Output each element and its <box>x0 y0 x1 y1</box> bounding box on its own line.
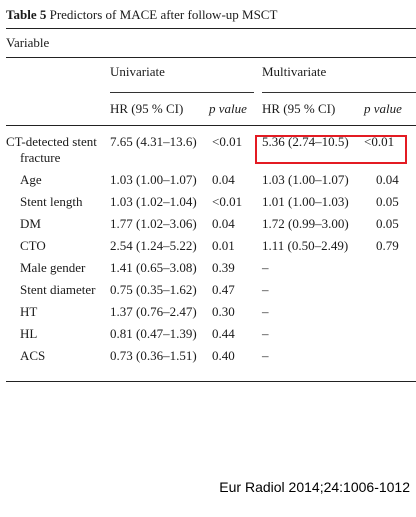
row-variable: CT-detected stent <box>6 134 97 149</box>
uni-hr-header: HR (95 % CI) <box>110 101 184 116</box>
caption-title: Predictors of MACE after follow-up MSCT <box>49 7 278 22</box>
row-uni-hr: 1.77 (1.02–3.06) <box>110 216 197 231</box>
row-uni-p: 0.04 <box>212 216 235 231</box>
caption-label: Table 5 <box>6 7 47 22</box>
row-multi-hr: – <box>262 260 269 275</box>
row-variable: Male gender <box>20 260 86 275</box>
row-uni-p: 0.30 <box>212 304 235 319</box>
row-uni-p: 0.39 <box>212 260 235 275</box>
row-uni-p: 0.40 <box>212 348 235 363</box>
row-uni-hr: 2.54 (1.24–5.22) <box>110 238 197 253</box>
univariate-rule <box>110 92 254 93</box>
table-caption: Table 5 Predictors of MACE after follow-… <box>6 6 416 28</box>
row-uni-p: <0.01 <box>212 194 243 209</box>
multi-p-header: p value <box>364 101 402 116</box>
row-uni-hr: 1.03 (1.02–1.04) <box>110 194 197 209</box>
multivariate-rule <box>262 92 416 93</box>
row-variable: HL <box>20 326 38 341</box>
row-uni-p: 0.01 <box>212 238 235 253</box>
table-body: CT-detected stent fracture 7.65 (4.31–13… <box>6 126 416 363</box>
multivariate-header: Multivariate <box>262 64 327 79</box>
row-multi-hr: 5.36 (2.74–10.5) <box>262 134 349 149</box>
multi-hr-header: HR (95 % CI) <box>262 101 336 116</box>
table-row: HL 0.81 (0.47–1.39) 0.44 – <box>6 326 416 348</box>
row-uni-p: 0.04 <box>212 172 235 187</box>
row-multi-p: 0.05 <box>376 194 399 209</box>
header-rule <box>6 57 416 58</box>
group-rules <box>6 92 416 93</box>
row-variable-continued: fracture <box>20 150 61 165</box>
row-multi-p: 0.04 <box>376 172 399 187</box>
row-multi-hr: 1.72 (0.99–3.00) <box>262 216 349 231</box>
row-uni-hr: 7.65 (4.31–13.6) <box>110 134 197 149</box>
table-row: CTO 2.54 (1.24–5.22) 0.01 1.11 (0.50–2.4… <box>6 238 416 260</box>
citation: Eur Radiol 2014;24:1006-1012 <box>219 479 410 495</box>
bottom-rule <box>6 381 416 382</box>
row-variable: Age <box>20 172 42 187</box>
sub-header-row: HR (95 % CI) p value HR (95 % CI) p valu… <box>6 93 416 125</box>
row-variable: CTO <box>20 238 46 253</box>
univariate-header: Univariate <box>110 64 165 79</box>
table-row: Stent diameter 0.75 (0.35–1.62) 0.47 – <box>6 282 416 304</box>
row-multi-p: 0.05 <box>376 216 399 231</box>
table-row: ACS 0.73 (0.36–1.51) 0.40 – <box>6 348 416 370</box>
variable-header: Variable <box>6 35 50 50</box>
subheader-rule <box>6 125 416 126</box>
table-row: Age 1.03 (1.00–1.07) 0.04 1.03 (1.00–1.0… <box>6 172 416 194</box>
row-multi-hr: – <box>262 348 269 363</box>
table-row: Male gender 1.41 (0.65–3.08) 0.39 – <box>6 260 416 282</box>
row-multi-p: <0.01 <box>364 134 395 149</box>
row-multi-hr: – <box>262 326 269 341</box>
row-variable: Stent length <box>20 194 83 209</box>
table-row: Stent length 1.03 (1.02–1.04) <0.01 1.01… <box>6 194 416 216</box>
highlight-box <box>255 135 407 164</box>
uni-p-header: p value <box>209 101 247 116</box>
row-uni-hr: 1.37 (0.76–2.47) <box>110 304 197 319</box>
row-multi-hr: 1.11 (0.50–2.49) <box>262 238 349 253</box>
row-multi-hr: 1.03 (1.00–1.07) <box>262 172 349 187</box>
row-uni-p: 0.44 <box>212 326 235 341</box>
row-uni-hr: 0.81 (0.47–1.39) <box>110 326 197 341</box>
row-uni-hr: 1.41 (0.65–3.08) <box>110 260 197 275</box>
row-uni-hr: 0.73 (0.36–1.51) <box>110 348 197 363</box>
top-rule <box>6 28 416 29</box>
row-multi-hr: – <box>262 304 269 319</box>
row-variable: HT <box>20 304 38 319</box>
row-variable: Stent diameter <box>20 282 96 297</box>
row-variable: ACS <box>20 348 46 363</box>
row-uni-p: 0.47 <box>212 282 235 297</box>
row-uni-hr: 0.75 (0.35–1.62) <box>110 282 197 297</box>
table-row: CT-detected stent fracture 7.65 (4.31–13… <box>6 134 416 168</box>
row-uni-p: <0.01 <box>212 134 243 149</box>
row-multi-hr: 1.01 (1.00–1.03) <box>262 194 349 209</box>
row-multi-p: 0.79 <box>376 238 399 253</box>
row-uni-hr: 1.03 (1.00–1.07) <box>110 172 197 187</box>
row-multi-hr: – <box>262 282 269 297</box>
table-row: HT 1.37 (0.76–2.47) 0.30 – <box>6 304 416 326</box>
results-table: Table 5 Predictors of MACE after follow-… <box>6 0 416 363</box>
table-row: DM 1.77 (1.02–3.06) 0.04 1.72 (0.99–3.00… <box>6 216 416 238</box>
group-header-row: Univariate Multivariate <box>6 58 416 92</box>
row-variable: DM <box>20 216 41 231</box>
